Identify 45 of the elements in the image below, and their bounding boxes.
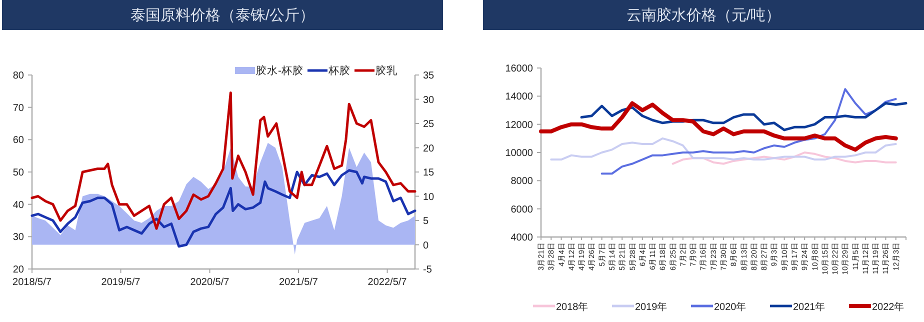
y2-tick-label: 0 [423,240,429,252]
legend-label: 2021年 [793,301,826,313]
x-tick-label: 2022/5/7 [368,277,408,288]
y-tick-label: 30 [12,232,24,244]
y-tick-label: 20 [12,264,24,276]
y2-tick-label: 30 [423,94,435,106]
y-tick-label: 4000 [510,232,534,244]
y2-tick-label: 5 [423,216,429,227]
x-tick-label: 2020/5/7 [190,277,230,288]
y2-tick-label: 15 [423,168,435,178]
y-tick-label: 16000 [505,64,534,74]
line-series [30,169,416,248]
y-tick-label: 12000 [505,120,534,131]
y-tick-label: 40 [12,200,24,211]
legend-label: 2022年 [872,301,904,313]
x-tick-label: 2018/5/7 [12,277,52,288]
legend-label: 2018年 [556,301,588,313]
y-tick-label: 10000 [505,148,534,159]
line-series [600,88,897,175]
y-tick-label: 60 [12,135,24,146]
y2-tick-label: -5 [423,264,432,276]
y2-tick-label: 10 [423,192,435,203]
legend-label: 胶水-杯胶 [256,64,304,77]
y-tick-label: 80 [12,70,24,82]
x-tick-label: 2021/5/7 [279,277,318,288]
y-tick-label: 8000 [510,176,534,188]
legend-label: 2019年 [635,301,668,313]
line-series [580,102,908,132]
y-tick-label: 14000 [505,92,534,103]
legend-label: 胶乳 [375,64,398,77]
legend-label: 杯胶 [327,64,350,77]
line-series [672,152,897,165]
chart-title: 云南胶水价格（元/吨） [626,7,781,24]
legend-label: 2020年 [714,301,746,313]
chart-title: 泰国原料价格（泰铢/公斤） [130,7,315,24]
y-tick-label: 50 [12,168,24,178]
line-series [550,137,897,161]
y-tick-label: 6000 [510,204,534,216]
y-tick-label: 70 [12,102,24,114]
line-series [539,101,898,152]
y2-tick-label: 25 [423,119,435,130]
y2-tick-label: 35 [423,70,435,82]
x-tick-label: 2019/5/7 [101,277,141,288]
y2-tick-label: 20 [423,143,435,154]
line-series [30,92,416,230]
